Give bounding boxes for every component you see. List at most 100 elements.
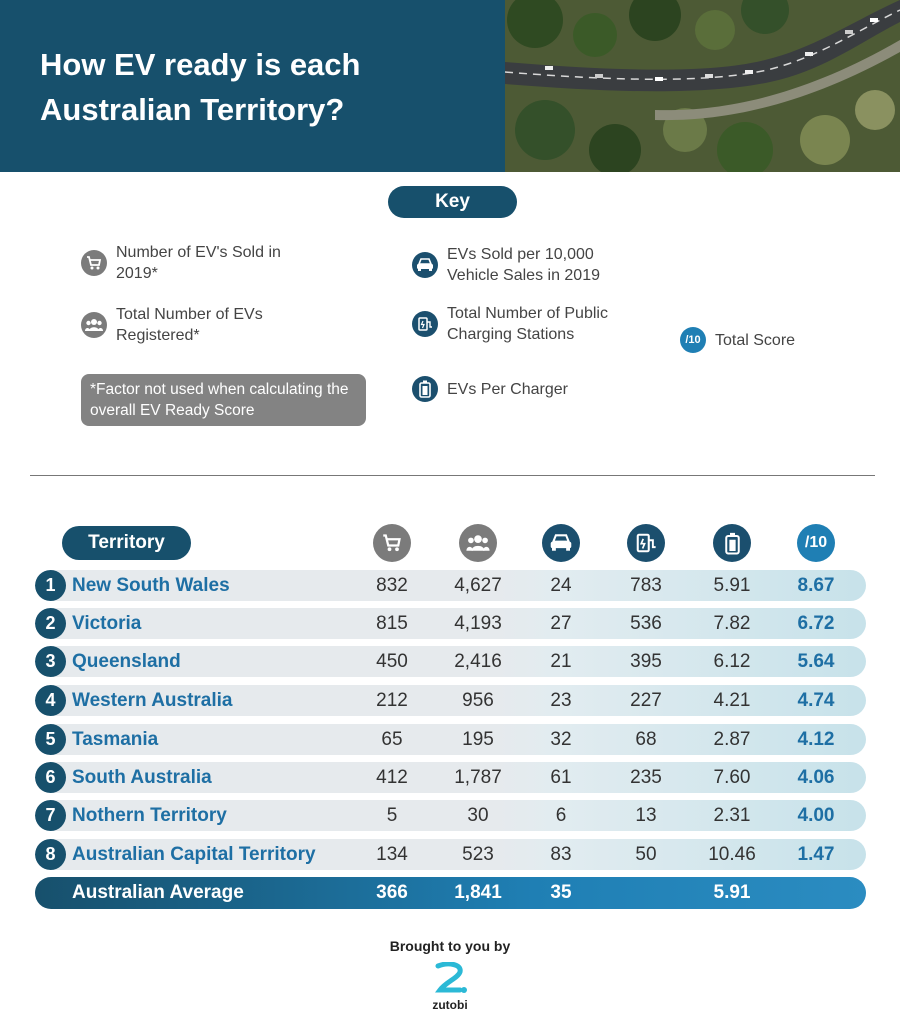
rank-badge: 2: [35, 608, 66, 639]
table-row: 6 South Australia 412 1,787 61 235 7.60 …: [35, 762, 866, 793]
key-item-per-charger: EVs Per Charger: [412, 376, 612, 402]
key-label-registered: Total Number of EVs Registered*: [116, 306, 263, 344]
cell-stations: 783: [630, 575, 662, 596]
average-per-charger: 5.91: [713, 882, 751, 903]
cell-registered: 956: [462, 690, 494, 711]
territory-name: Queensland: [72, 651, 181, 672]
cell-score: 4.00: [797, 805, 835, 826]
cell-per10k: 21: [550, 651, 572, 672]
cell-stations: 68: [635, 729, 657, 750]
rank-badge: 8: [35, 839, 66, 870]
cell-per10k: 61: [550, 767, 572, 788]
car-icon: [542, 524, 580, 562]
cell-sold: 5: [386, 805, 398, 826]
header-banner: How EV ready is each Australian Territor…: [0, 0, 900, 172]
cell-per-charger: 4.21: [713, 690, 751, 711]
cell-score: 6.72: [797, 613, 835, 634]
cell-per10k: 6: [555, 805, 567, 826]
table-row: 5 Tasmania 65 195 32 68 2.87 4.12: [35, 724, 866, 755]
average-label: Australian Average: [72, 882, 244, 903]
territory-name: South Australia: [72, 767, 212, 788]
key-label-per10k: EVs Sold per 10,000 Vehicle Sales in 201…: [447, 246, 600, 284]
cell-sold: 815: [376, 613, 408, 634]
territory-name: Victoria: [72, 613, 142, 634]
battery-icon: [412, 376, 438, 402]
cell-registered: 4,193: [454, 613, 502, 634]
cell-sold: 832: [376, 575, 408, 596]
road-aerial-photo: [505, 0, 900, 172]
cell-per-charger: 7.82: [713, 613, 751, 634]
key-item-stations: Total Number of Public Charging Stations: [412, 303, 642, 345]
brought-to-you-by: Brought to you by: [389, 938, 511, 954]
key-footnote: *Factor not used when calculating the ov…: [81, 374, 366, 426]
cell-stations: 395: [630, 651, 662, 672]
rank-badge: 3: [35, 646, 66, 677]
key-label-per-charger: EVs Per Charger: [447, 380, 568, 398]
cell-per-charger: 5.91: [713, 575, 751, 596]
average-row: Australian Average 366 1,841 35 5.91: [35, 877, 866, 909]
territory-name: New South Wales: [72, 575, 230, 596]
cell-registered: 523: [462, 844, 494, 865]
cell-score: 1.47: [797, 844, 835, 865]
rank-badge: 6: [35, 762, 66, 793]
key-item-score: /10 Total Score: [680, 327, 840, 353]
header-title-panel: How EV ready is each Australian Territor…: [0, 0, 505, 172]
table-row: 1 New South Wales 832 4,627 24 783 5.91 …: [35, 570, 866, 601]
cell-sold: 65: [381, 729, 403, 750]
average-sold: 366: [376, 882, 408, 903]
rank-badge: 7: [35, 800, 66, 831]
battery-icon: [713, 524, 751, 562]
cell-sold: 412: [376, 767, 408, 788]
cell-per-charger: 2.31: [713, 805, 751, 826]
cell-sold: 212: [376, 690, 408, 711]
cell-registered: 195: [462, 729, 494, 750]
page-title: How EV ready is each Australian Territor…: [40, 47, 361, 127]
cell-per-charger: 6.12: [713, 651, 751, 672]
key-label-sold: Number of EV's Sold in 2019*: [116, 244, 281, 282]
cell-score: 4.74: [797, 690, 835, 711]
cell-stations: 50: [635, 844, 657, 865]
table-row: 3 Queensland 450 2,416 21 395 6.12 5.64: [35, 646, 866, 677]
cell-sold: 134: [376, 844, 408, 865]
table-row: 2 Victoria 815 4,193 27 536 7.82 6.72: [35, 608, 866, 639]
key-label-score: Total Score: [715, 331, 796, 349]
cart-icon: [373, 524, 411, 562]
key-item-per10k: EVs Sold per 10,000 Vehicle Sales in 201…: [412, 244, 642, 286]
average-registered: 1,841: [454, 882, 502, 903]
car-icon: [412, 252, 438, 278]
territory-name: Nothern Territory: [72, 805, 227, 826]
cell-per10k: 24: [550, 575, 572, 596]
charging-station-icon: [627, 524, 665, 562]
cell-per-charger: 2.87: [713, 729, 751, 750]
cell-per10k: 32: [550, 729, 572, 750]
key-item-registered: Total Number of EVs Registered*: [81, 304, 291, 346]
table-row: 4 Western Australia 212 956 23 227 4.21 …: [35, 685, 866, 716]
territory-name: Tasmania: [72, 729, 159, 750]
cell-registered: 1,787: [454, 767, 502, 788]
average-per10k: 35: [550, 882, 572, 903]
cell-per10k: 27: [550, 613, 572, 634]
brand-name: zutobi: [432, 998, 468, 1012]
cell-score: 5.64: [797, 651, 835, 672]
cell-stations: 13: [635, 805, 657, 826]
rank-badge: 4: [35, 685, 66, 716]
cell-score: 8.67: [797, 575, 835, 596]
territory-name: Western Australia: [72, 690, 233, 711]
key-heading: Key: [388, 186, 517, 218]
cell-stations: 536: [630, 613, 662, 634]
zutobi-logo: zutobi: [420, 961, 480, 1018]
territory-column-header: Territory: [62, 526, 191, 560]
cell-registered: 2,416: [454, 651, 502, 672]
cell-score: 4.12: [797, 729, 835, 750]
territory-name: Australian Capital Territory: [72, 844, 316, 865]
rank-badge: 1: [35, 570, 66, 601]
score-column-header: /10: [797, 524, 835, 562]
cart-icon: [81, 250, 107, 276]
charging-station-icon: [412, 311, 438, 337]
table-row: 8 Australian Capital Territory 134 523 8…: [35, 839, 866, 870]
key-item-sold: Number of EV's Sold in 2019*: [81, 242, 281, 284]
key-label-stations: Total Number of Public Charging Stations: [447, 305, 608, 343]
cell-score: 4.06: [797, 767, 835, 788]
cell-registered: 4,627: [454, 575, 502, 596]
cell-per-charger: 10.46: [708, 844, 756, 865]
